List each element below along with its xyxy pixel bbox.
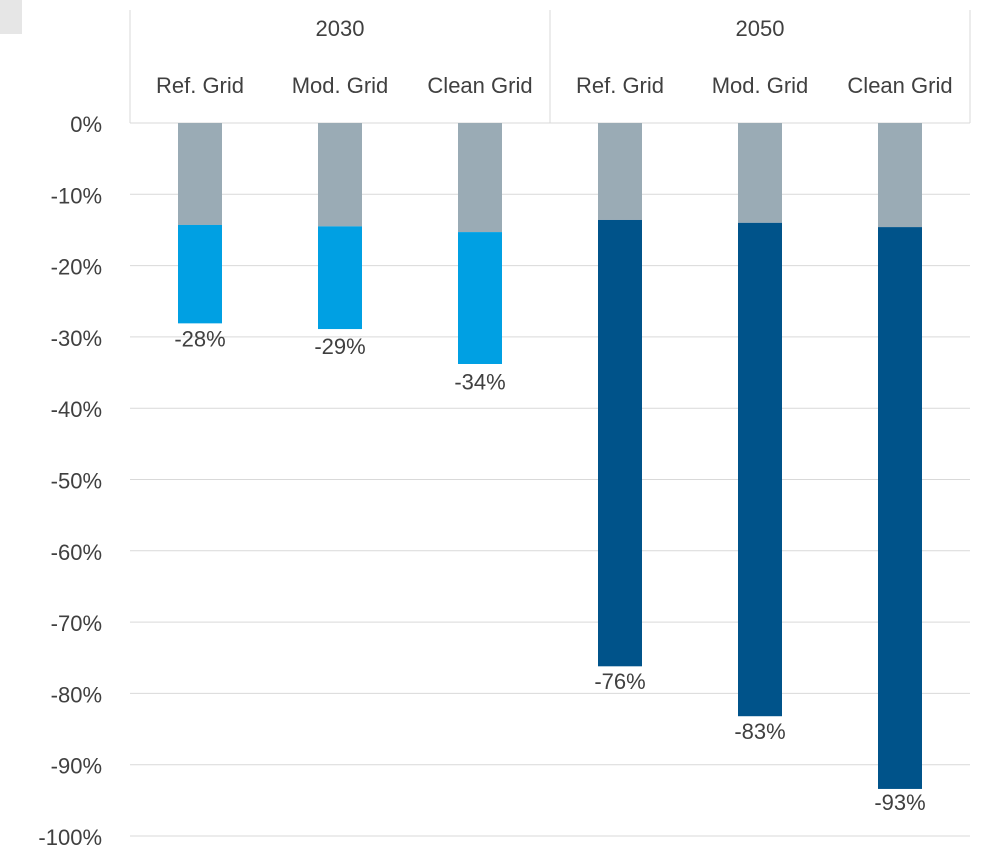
data-label: -28% <box>174 327 225 352</box>
bar-segment <box>878 123 922 228</box>
category-label: Mod. Grid <box>292 73 389 98</box>
y-tick-label: -40% <box>51 397 102 422</box>
category-label: Ref. Grid <box>156 73 244 98</box>
category-label: Mod. Grid <box>712 73 809 98</box>
bar-segment <box>598 123 642 220</box>
y-tick-label: -20% <box>51 255 102 280</box>
group-label: 2030 <box>316 16 365 41</box>
y-tick-label: -60% <box>51 540 102 565</box>
bar-segment <box>598 219 642 667</box>
category-label: Clean Grid <box>427 73 532 98</box>
category-label: Ref. Grid <box>576 73 664 98</box>
corner-mark <box>0 0 22 34</box>
bar-segment <box>878 227 922 789</box>
bar-segment <box>458 123 502 233</box>
bar-segment <box>178 123 222 225</box>
bar-segment <box>738 123 782 223</box>
y-tick-label: -90% <box>51 754 102 779</box>
data-label: -83% <box>734 719 785 744</box>
y-tick-label: -50% <box>51 469 102 494</box>
y-tick-label: -10% <box>51 183 102 208</box>
data-label: -29% <box>314 334 365 359</box>
bar-segment <box>318 123 362 227</box>
y-tick-label: 0% <box>70 112 102 137</box>
y-tick-label: -100% <box>38 825 102 846</box>
data-label: -76% <box>594 669 645 694</box>
data-label: -34% <box>454 369 505 394</box>
bar-segment <box>458 232 502 364</box>
y-tick-label: -30% <box>51 326 102 351</box>
bar-segment <box>738 222 782 717</box>
y-tick-label: -70% <box>51 611 102 636</box>
data-label: -93% <box>874 790 925 815</box>
bar-segment <box>318 226 362 330</box>
group-label: 2050 <box>736 16 785 41</box>
bar-segment <box>178 224 222 324</box>
y-tick-label: -80% <box>51 682 102 707</box>
category-label: Clean Grid <box>847 73 952 98</box>
